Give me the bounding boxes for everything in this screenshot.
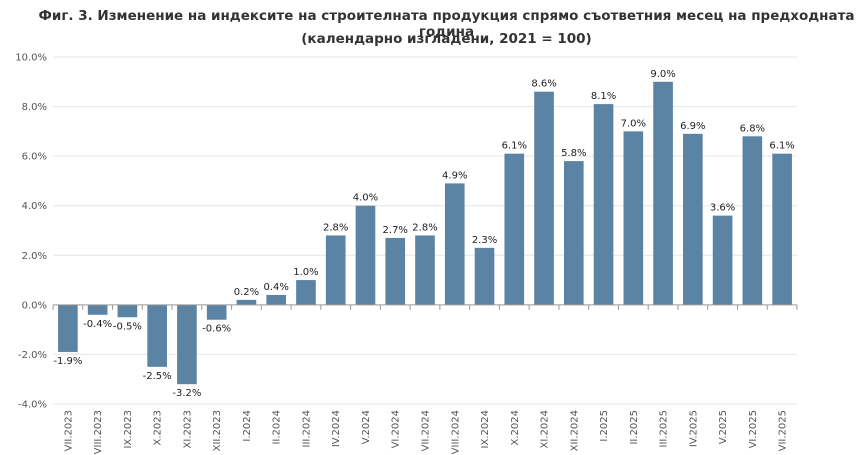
x-tick-label: II.2025 [629,410,640,445]
y-tick-label: -2.0% [18,350,47,361]
bar [623,131,644,305]
y-tick-label: -4.0% [18,400,47,411]
data-label: 5.8% [561,148,586,159]
bar [474,247,495,305]
y-tick-label: 10.0% [15,53,47,64]
bar [117,304,138,318]
bar [444,183,465,305]
y-tick-label: 2.0% [22,251,47,262]
data-label: -0.6% [202,324,231,335]
bar [683,133,703,305]
bar [742,136,763,305]
data-label: -3.2% [172,388,201,399]
data-label: -1.9% [53,356,82,367]
x-tick-label: I.2025 [599,410,610,442]
x-tick-label: I.2024 [242,410,253,442]
bar [593,104,614,305]
x-tick-label: VI.2025 [748,410,759,448]
bar [415,235,435,305]
x-tick-label: VII.2023 [63,410,74,451]
y-tick-label: 8.0% [22,102,47,113]
x-tick-label: XI.2024 [540,410,551,448]
chart-title: Фиг. 3. Изменение на индексите на строит… [38,8,855,40]
data-label: 4.9% [442,170,467,181]
bar [534,91,554,305]
data-label: 7.0% [621,118,646,129]
x-tick-label: VII.2024 [421,410,432,451]
x-tick-label: X.2024 [510,410,521,445]
x-tick-label: VII.2025 [778,410,789,451]
data-label: 4.0% [353,193,378,204]
bar [58,304,78,352]
bar [296,280,316,305]
y-tick-label: 0.0% [22,300,47,311]
x-tick-label: III.2025 [659,410,670,447]
bar [772,153,792,305]
data-label: -2.5% [143,371,172,382]
chart-subtitle: (календарно изгладени, 2021 = 100) [301,31,592,47]
y-tick-label: 6.0% [22,152,47,163]
data-label: 8.1% [591,91,616,102]
x-tick-label: IX.2024 [480,410,491,448]
x-tick-label: III.2024 [301,410,312,447]
bar [266,294,287,305]
data-label: 6.9% [680,121,705,132]
x-tick-label: V.2025 [718,410,729,444]
bar [177,304,197,385]
data-label: 2.8% [323,222,348,233]
bar [385,237,406,305]
bar [504,153,525,305]
data-label: 2.8% [412,222,437,233]
data-label: 0.4% [263,282,288,293]
x-tick-label: X.2023 [153,410,164,445]
x-tick-label: IV.2024 [331,410,342,447]
x-tick-label: VI.2024 [391,410,402,448]
x-tick-label: XII.2023 [212,410,223,451]
x-tick-label: II.2024 [272,410,283,445]
x-tick-label: IV.2025 [688,410,699,447]
x-tick-label: IX.2023 [123,410,134,448]
data-label: 6.1% [502,141,527,152]
data-label: 1.0% [293,267,318,278]
data-label: 6.1% [769,141,794,152]
x-tick-label: VIII.2024 [450,410,461,454]
data-label: 0.2% [234,287,259,298]
data-label: 2.3% [472,235,497,246]
y-tick-label: 4.0% [22,201,47,212]
x-tick-label: VIII.2023 [93,410,104,454]
bar [236,299,257,305]
data-label: -0.5% [113,321,142,332]
x-tick-label: V.2024 [361,410,372,444]
data-label: 9.0% [650,69,675,80]
bar [712,215,733,305]
data-label: 6.8% [740,123,765,134]
x-tick-label: XII.2024 [569,410,580,451]
data-label: -0.4% [83,319,112,330]
data-label: 3.6% [710,203,735,214]
bar [325,235,346,305]
bar [87,304,108,315]
x-tick-label: XI.2023 [182,410,193,448]
bar [653,81,673,305]
bar [206,304,227,320]
bar [147,304,167,367]
data-label: 8.6% [531,79,556,90]
bar [563,161,584,305]
bar [355,205,376,305]
data-label: 2.7% [383,225,408,236]
